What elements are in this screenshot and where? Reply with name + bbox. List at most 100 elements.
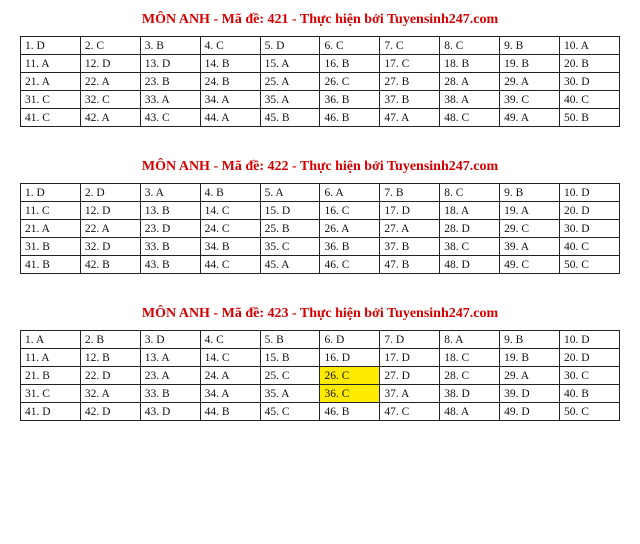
answer-cell: 25. A [260,73,320,91]
answer-cell: 21. A [21,220,81,238]
answer-cell: 7. D [380,331,440,349]
answer-cell: 44. A [200,109,260,127]
answer-cell: 23. A [140,367,200,385]
answer-cell: 11. A [21,349,81,367]
answer-cell: 41. C [21,109,81,127]
answer-cell: 38. C [440,238,500,256]
answers-table: 1. D2. C3. B4. C5. D6. C7. C8. C9. B10. … [20,36,620,127]
answer-cell: 39. C [500,91,560,109]
answer-cell: 32. D [80,238,140,256]
answer-cell: 21. B [21,367,81,385]
answer-cell: 6. A [320,184,380,202]
answer-cell: 34. A [200,91,260,109]
answer-cell: 19. A [500,202,560,220]
answer-cell: 5. A [260,184,320,202]
answer-cell: 50. C [560,256,620,274]
answer-cell: 8. C [440,184,500,202]
answer-cell: 11. C [21,202,81,220]
answer-cell: 8. A [440,331,500,349]
answer-cell: 41. D [21,403,81,421]
answer-cell: 37. B [380,238,440,256]
answer-cell: 46. C [320,256,380,274]
answer-cell: 7. B [380,184,440,202]
answer-cell: 45. A [260,256,320,274]
answer-cell: 22. D [80,367,140,385]
answer-cell: 27. B [380,73,440,91]
answer-cell: 32. C [80,91,140,109]
answer-cell: 27. A [380,220,440,238]
answer-cell: 4. C [200,331,260,349]
answer-cell: 36. C [320,385,380,403]
answer-cell: 43. D [140,403,200,421]
answer-cell: 39. D [500,385,560,403]
answer-cell: 31. B [21,238,81,256]
answer-cell: 20. D [560,202,620,220]
section-title: MÔN ANH - Mã đề: 423 - Thực hiện bởi Tuy… [20,306,620,322]
answer-cell: 23. B [140,73,200,91]
answer-cell: 38. A [440,91,500,109]
answer-cell: 49. D [500,403,560,421]
answer-cell: 36. B [320,91,380,109]
answer-cell: 34. A [200,385,260,403]
answer-cell: 35. A [260,385,320,403]
answer-cell: 44. C [200,256,260,274]
answer-cell: 29. A [500,73,560,91]
answer-cell: 40. C [560,238,620,256]
answer-cell: 45. C [260,403,320,421]
section-title: MÔN ANH - Mã đề: 421 - Thực hiện bởi Tuy… [20,12,620,28]
answer-cell: 43. C [140,109,200,127]
answer-cell: 10. D [560,184,620,202]
answer-cell: 28. C [440,367,500,385]
answer-cell: 37. A [380,385,440,403]
answer-cell: 45. B [260,109,320,127]
answer-cell: 18. C [440,349,500,367]
answer-cell: 33. B [140,238,200,256]
answer-cell: 16. B [320,55,380,73]
answer-cell: 13. B [140,202,200,220]
answer-cell: 11. A [21,55,81,73]
answer-cell: 35. A [260,91,320,109]
answer-cell: 26. C [320,367,380,385]
answer-cell: 28. D [440,220,500,238]
answer-cell: 18. A [440,202,500,220]
section-title: MÔN ANH - Mã đề: 422 - Thực hiện bởi Tuy… [20,159,620,175]
answer-cell: 18. B [440,55,500,73]
answer-cell: 4. C [200,37,260,55]
answer-cell: 1. A [21,331,81,349]
answer-cell: 8. C [440,37,500,55]
answer-cell: 22. A [80,73,140,91]
answer-cell: 47. C [380,403,440,421]
answer-cell: 12. D [80,202,140,220]
answer-cell: 16. C [320,202,380,220]
answer-cell: 13. A [140,349,200,367]
answer-cell: 31. C [21,91,81,109]
answer-cell: 43. B [140,256,200,274]
answer-cell: 40. C [560,91,620,109]
answer-cell: 20. D [560,349,620,367]
answer-cell: 24. C [200,220,260,238]
answer-cell: 3. A [140,184,200,202]
answer-cell: 14. B [200,55,260,73]
answer-cell: 9. B [500,37,560,55]
answer-cell: 39. A [500,238,560,256]
answer-cell: 22. A [80,220,140,238]
answer-cell: 5. B [260,331,320,349]
answer-cell: 48. C [440,109,500,127]
answer-cell: 19. B [500,55,560,73]
answer-cell: 49. C [500,256,560,274]
answer-cell: 46. B [320,109,380,127]
answer-cell: 24. B [200,73,260,91]
answer-cell: 25. B [260,220,320,238]
answer-cell: 23. D [140,220,200,238]
answer-cell: 25. C [260,367,320,385]
answer-cell: 35. C [260,238,320,256]
answer-cell: 34. B [200,238,260,256]
answer-cell: 40. B [560,385,620,403]
answer-cell: 31. C [21,385,81,403]
answer-cell: 19. B [500,349,560,367]
answer-cell: 48. D [440,256,500,274]
answers-table: 1. D2. D3. A4. B5. A6. A7. B8. C9. B10. … [20,183,620,274]
answer-cell: 12. B [80,349,140,367]
answer-cell: 30. C [560,367,620,385]
answer-cell: 24. A [200,367,260,385]
